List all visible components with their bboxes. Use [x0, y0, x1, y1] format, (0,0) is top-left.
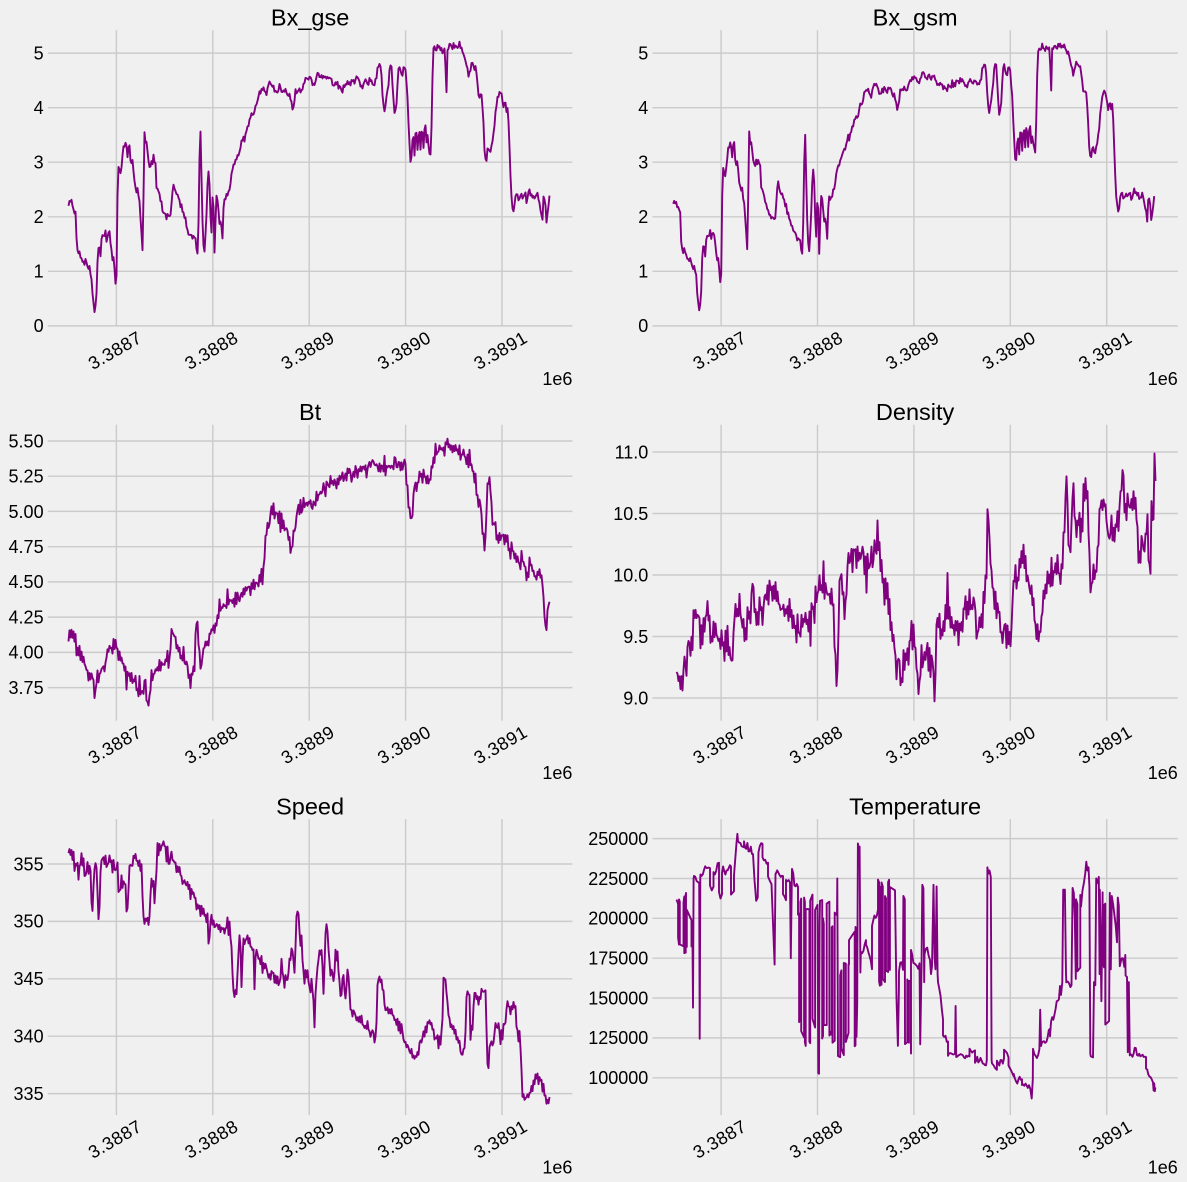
- svg-text:225000: 225000: [588, 869, 648, 889]
- svg-text:250000: 250000: [588, 829, 648, 849]
- svg-text:1e6: 1e6: [542, 369, 572, 389]
- svg-text:5.25: 5.25: [9, 467, 44, 487]
- svg-text:4: 4: [34, 98, 44, 118]
- svg-text:10.0: 10.0: [613, 565, 648, 585]
- svg-text:2: 2: [638, 207, 648, 227]
- svg-text:1e6: 1e6: [1148, 763, 1178, 783]
- svg-text:9.5: 9.5: [623, 627, 648, 647]
- svg-text:0: 0: [638, 316, 648, 336]
- svg-text:Temperature: Temperature: [849, 794, 981, 820]
- svg-text:1: 1: [638, 262, 648, 282]
- svg-text:2: 2: [34, 207, 44, 227]
- svg-text:1: 1: [34, 262, 44, 282]
- svg-text:Bx_gse: Bx_gse: [271, 5, 349, 31]
- svg-text:3.75: 3.75: [9, 678, 44, 698]
- svg-text:355: 355: [14, 854, 44, 874]
- svg-text:125000: 125000: [588, 1028, 648, 1048]
- svg-text:4.75: 4.75: [9, 537, 44, 557]
- svg-text:4.00: 4.00: [9, 643, 44, 663]
- svg-text:345: 345: [14, 969, 44, 989]
- svg-text:340: 340: [14, 1027, 44, 1047]
- svg-text:4: 4: [638, 98, 648, 118]
- svg-text:3: 3: [34, 153, 44, 173]
- svg-text:9.0: 9.0: [623, 688, 648, 708]
- svg-text:Speed: Speed: [276, 794, 344, 820]
- svg-text:4.50: 4.50: [9, 572, 44, 592]
- svg-text:10.5: 10.5: [613, 504, 648, 524]
- svg-text:200000: 200000: [588, 909, 648, 929]
- svg-text:5: 5: [34, 43, 44, 63]
- svg-text:1e6: 1e6: [1148, 369, 1178, 389]
- svg-text:175000: 175000: [588, 949, 648, 969]
- svg-text:Bt: Bt: [299, 399, 322, 425]
- svg-text:3: 3: [638, 153, 648, 173]
- svg-text:4.25: 4.25: [9, 607, 44, 627]
- svg-text:5: 5: [638, 43, 648, 63]
- svg-text:Bx_gsm: Bx_gsm: [873, 5, 958, 31]
- svg-text:350: 350: [14, 912, 44, 932]
- svg-text:150000: 150000: [588, 988, 648, 1008]
- svg-text:5.50: 5.50: [9, 431, 44, 451]
- svg-text:5.00: 5.00: [9, 502, 44, 522]
- svg-text:100000: 100000: [588, 1068, 648, 1088]
- svg-text:11.0: 11.0: [615, 442, 649, 462]
- svg-text:1e6: 1e6: [1148, 1158, 1178, 1178]
- svg-text:0: 0: [34, 316, 44, 336]
- svg-text:Density: Density: [876, 399, 955, 425]
- svg-text:1e6: 1e6: [542, 1158, 572, 1178]
- svg-text:335: 335: [14, 1084, 44, 1104]
- svg-text:1e6: 1e6: [542, 763, 572, 783]
